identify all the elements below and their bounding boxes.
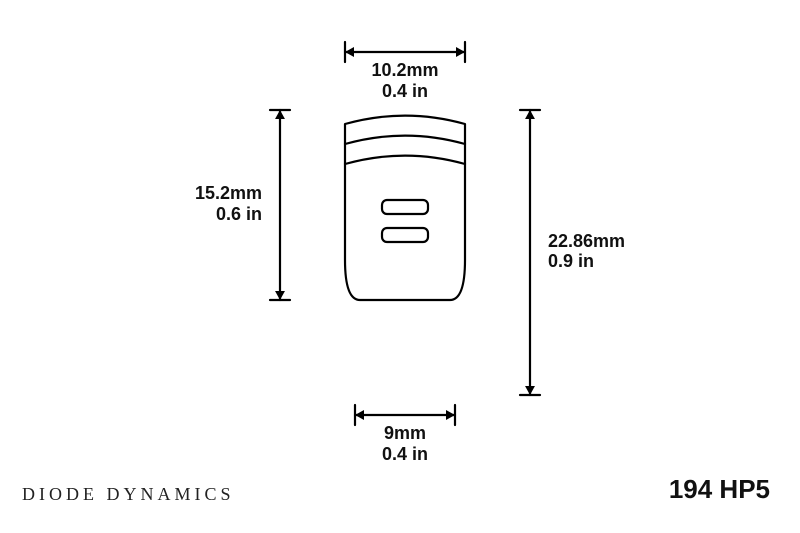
dimension-top-width: 10.2mm 0.4 in [365,60,445,101]
dimension-base-width: 9mm 0.4 in [370,423,440,464]
dimension-total-height: 22.86mm 0.9 in [548,231,625,272]
model-label: 194 HP5 [669,474,770,505]
dimension-body-height: 15.2mm 0.6 in [195,183,262,224]
brand-label: DIODE DYNAMICS [22,484,235,505]
